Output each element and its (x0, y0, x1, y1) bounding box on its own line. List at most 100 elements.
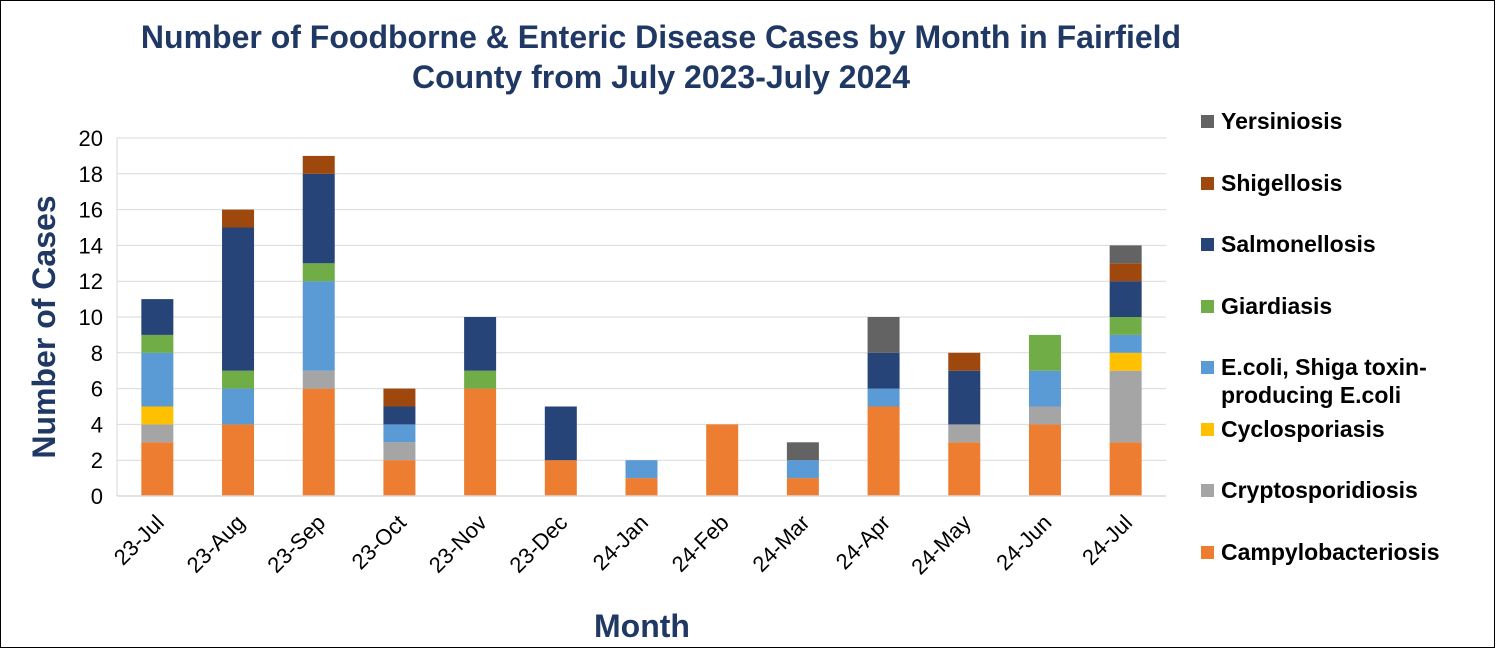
bar-segment (222, 209, 255, 228)
bar-segment (141, 424, 174, 443)
bar-segment (383, 406, 416, 425)
bar-segment (302, 388, 335, 496)
bar-segment (302, 263, 335, 282)
bar-segment (1109, 370, 1142, 443)
bar-segment (544, 406, 577, 461)
legend-swatch (1201, 361, 1214, 374)
bar-segment (383, 460, 416, 496)
gridlines (117, 137, 1166, 461)
bar-segment (302, 281, 335, 371)
bar-segment (625, 460, 658, 479)
bar-segment (786, 442, 819, 461)
legend-label: Yersiniosis (1221, 108, 1343, 134)
x-tick-label: 24-Jun (991, 510, 1056, 575)
bar-segment (1109, 334, 1142, 353)
legend-label: Cryptosporidiosis (1221, 477, 1418, 503)
legend-swatch (1201, 176, 1214, 190)
legend-label: Cyclosporiasis (1221, 415, 1385, 442)
bar-segment (706, 424, 739, 496)
bar-segment (222, 227, 255, 371)
bar-segment (1028, 406, 1061, 425)
legend: Yersiniosis Shigellosis Salmonellosis Giard… (1199, 106, 1494, 586)
x-tick-label: 24-May (906, 510, 976, 580)
legend-label: Salmonellosis (1221, 231, 1376, 257)
legend-swatch (1201, 299, 1214, 313)
x-tick-label: 24-Mar (747, 510, 814, 577)
bar-segment (464, 370, 497, 389)
bar-segment (383, 442, 416, 461)
bar-segment (948, 352, 981, 371)
bars (141, 155, 1142, 496)
bar-segment (302, 155, 335, 174)
bar-segment (302, 370, 335, 389)
bar-segment (383, 424, 416, 443)
bar-segment (1109, 442, 1142, 496)
bar-segment (1109, 281, 1142, 317)
y-tick-label: 16 (79, 198, 103, 223)
y-tick-label: 6 (91, 377, 103, 402)
bar-segment (1109, 245, 1142, 264)
x-tick-label: 24-Jan (588, 510, 653, 575)
bar-segment (625, 478, 658, 496)
chart-title-line-2: County from July 2023-July 2024 (412, 59, 910, 95)
bar-segment (1109, 317, 1142, 335)
legend-label: producing E.coli (1221, 382, 1402, 408)
bar-segment (222, 424, 255, 496)
bar-segment (141, 299, 174, 335)
bar-segment (867, 317, 900, 353)
x-tick-label: 23-Dec (505, 510, 573, 578)
bar-segment (786, 478, 819, 496)
bar-segment (1028, 370, 1061, 407)
y-tick-label: 12 (79, 269, 103, 294)
bar-segment (1109, 263, 1142, 282)
bar-segment (867, 388, 900, 407)
bar-segment (222, 388, 255, 425)
x-axis-title: Month (594, 608, 690, 644)
bar-segment (867, 406, 900, 496)
x-tick-label: 23-Oct (347, 510, 411, 574)
bar-segment (948, 424, 981, 443)
legend-label: E.coli, Shiga toxin- (1221, 354, 1427, 380)
x-tick-label: 24-Jul (1077, 510, 1137, 570)
y-tick-label: 20 (79, 126, 103, 151)
bar-segment (141, 334, 174, 353)
bar-segment (1028, 334, 1061, 371)
legend-label: Campylobacteriosis (1221, 538, 1440, 565)
x-tick-label: 24-Feb (667, 510, 734, 577)
bar-segment (383, 388, 416, 407)
bar-segment (302, 173, 335, 264)
legend-swatch (1201, 422, 1214, 436)
chart-title-line-1: Number of Foodborne & Enteric Disease Ca… (140, 19, 1182, 55)
legend-swatch (1201, 545, 1214, 559)
y-tick-label: 4 (91, 412, 103, 437)
bar-segment (464, 388, 497, 496)
legend-swatch (1201, 238, 1214, 251)
chart-title: Number of Foodborne & Enteric Disease Ca… (131, 17, 1191, 97)
bar-segment (141, 352, 174, 407)
bar-segment (948, 442, 981, 496)
x-tick-label: 23-Sep (262, 510, 330, 578)
bar-segment (948, 370, 981, 425)
x-tick-label: 24-Apr (831, 510, 895, 574)
y-tick-label: 10 (79, 305, 103, 330)
bar-segment (1028, 424, 1061, 496)
x-tick-label: 23-Nov (424, 510, 492, 578)
bar-segment (786, 460, 819, 479)
y-tick-label: 8 (91, 341, 103, 366)
legend-label: Giardiasis (1221, 292, 1333, 319)
bar-segment (222, 370, 255, 389)
bar-segment (464, 317, 497, 371)
legend-swatch (1201, 115, 1214, 128)
bar-segment (141, 406, 174, 425)
legend-swatch (1201, 484, 1214, 497)
y-tick-label: 14 (79, 233, 103, 258)
y-tick-label: 2 (91, 448, 103, 473)
y-tick-label: 18 (79, 162, 103, 187)
bar-segment (544, 460, 577, 496)
bar-segment (867, 352, 900, 389)
y-axis-title: Number of Cases (26, 195, 62, 458)
x-tick-label: 23-Aug (182, 510, 250, 578)
bar-segment (1109, 352, 1142, 371)
